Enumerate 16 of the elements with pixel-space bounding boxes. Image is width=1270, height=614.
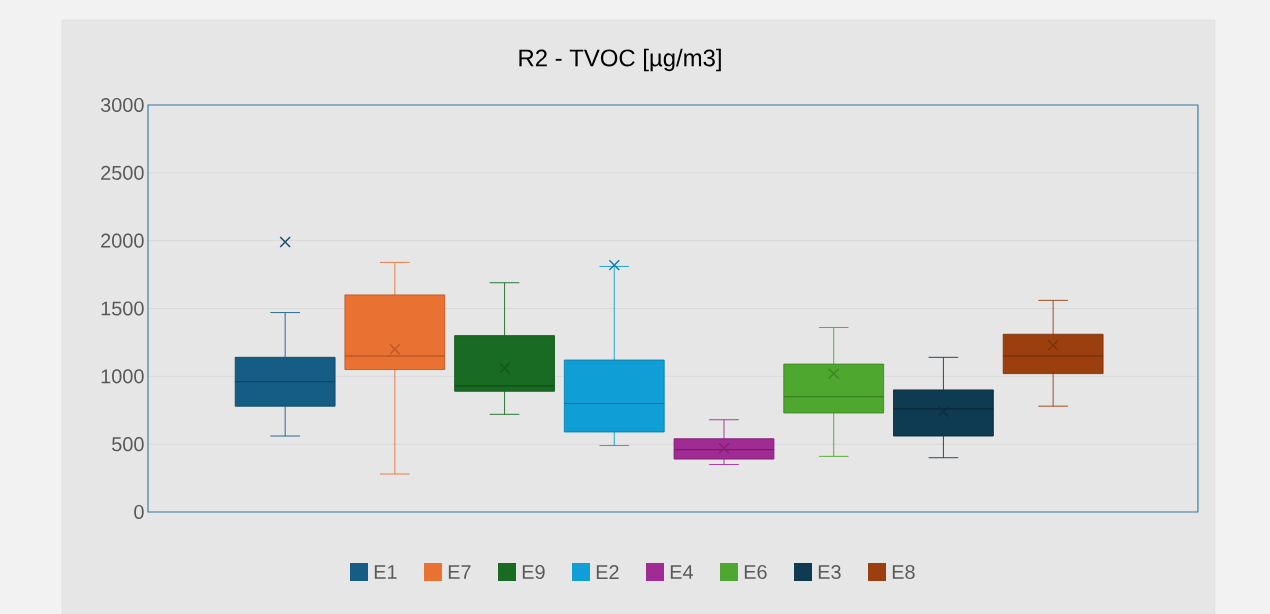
legend-label: E1 [374,565,397,579]
y-tick-label: 0 [134,504,144,520]
legend-label: E6 [744,564,767,580]
y-tick-label: 1500 [101,301,144,316]
y-tick-label: 3000 [100,97,144,113]
y-tick-label: 2000 [101,233,144,248]
y-tick-label: 500 [112,437,144,452]
legend-label: E3 [818,564,841,580]
y-tick-label: 1000 [101,369,144,384]
legend-label: E2 [596,565,619,579]
legend-label: E4 [670,565,693,579]
legend-label: E7 [448,565,471,579]
legend-label: E8 [892,564,915,580]
y-tick-label: 2500 [101,165,144,180]
chart-title: R2 - TVOC [µg/m3] [519,48,721,72]
legend-label: E9 [522,564,545,580]
